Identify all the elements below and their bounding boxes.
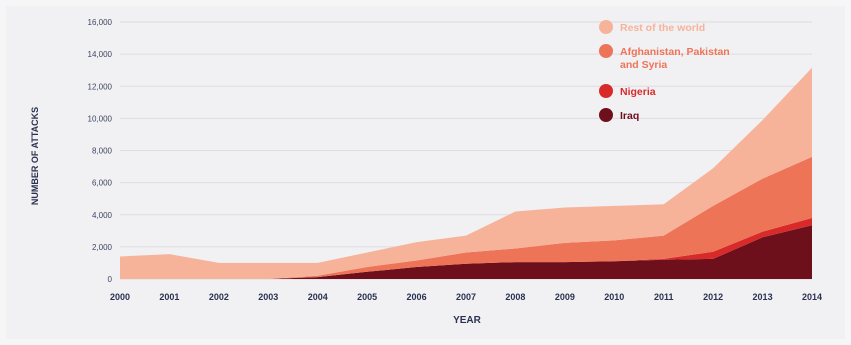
stacked-area-chart: 0 2,000 4,000 6,000 8,000 10,000 12,000 14,000 1…	[30, 18, 822, 326]
x-axis-label: YEAR	[453, 315, 482, 326]
x-tick-label: 2008	[505, 292, 525, 302]
x-tick-label: 2001	[159, 292, 179, 302]
x-tick-label: 2006	[407, 292, 427, 302]
legend-label-iraq: Iraq	[620, 110, 639, 122]
y-tick-label: 6,000	[92, 179, 113, 188]
y-tick-label: 8,000	[92, 147, 113, 156]
x-tick-label: 2014	[802, 292, 822, 302]
series-area-iraq	[120, 225, 812, 279]
legend-marker-iraq	[599, 108, 613, 122]
y-tick-label: 0	[108, 275, 113, 284]
x-tick-label: 2010	[604, 292, 624, 302]
y-axis-label: NUMBER OF ATTACKS	[30, 107, 40, 205]
y-tick-label: 16,000	[88, 18, 113, 27]
y-tick-label: 10,000	[88, 114, 113, 123]
x-tick-label: 2005	[357, 292, 377, 302]
y-tick-label: 14,000	[88, 50, 113, 59]
series-area-afghanistan-pakistan-and-syria	[120, 156, 812, 279]
y-tick-label: 12,000	[88, 82, 113, 91]
legend: Rest of the world Afghanistan, Pakistan an…	[599, 20, 730, 122]
x-tick-label: 2003	[258, 292, 278, 302]
chart-panel: 0 2,000 4,000 6,000 8,000 10,000 12,000 14,000 1…	[6, 6, 845, 339]
x-tick-label: 2011	[654, 292, 674, 302]
y-axis-ticks: 0 2,000 4,000 6,000 8,000 10,000 12,000 14,000 1…	[88, 18, 113, 284]
x-tick-label: 2004	[308, 292, 328, 302]
x-tick-label: 2000	[110, 292, 130, 302]
legend-label-rest-of-the-world: Rest of the world	[620, 22, 705, 34]
legend-label-afghanistan-pakistan-and-syria: Afghanistan, Pakistan and Syria	[620, 46, 730, 71]
legend-label-nigeria: Nigeria	[620, 86, 656, 98]
legend-marker-rest-of-the-world	[599, 20, 613, 34]
x-tick-label: 2009	[555, 292, 575, 302]
x-tick-label: 2007	[456, 292, 476, 302]
legend-marker-nigeria	[599, 84, 613, 98]
series-area-rest-of-the-world	[120, 67, 812, 279]
x-tick-label: 2012	[703, 292, 723, 302]
x-axis-ticks: 2000 2001 2002 2003 2004 2005 2006 2007 2008 2009…	[110, 292, 822, 302]
x-tick-label: 2013	[753, 292, 773, 302]
series-areas	[120, 67, 812, 279]
y-tick-label: 2,000	[92, 243, 113, 252]
gridlines	[120, 21, 812, 280]
legend-marker-afghanistan-pakistan-and-syria	[599, 44, 613, 58]
x-tick-label: 2002	[209, 292, 229, 302]
y-tick-label: 4,000	[92, 211, 113, 220]
